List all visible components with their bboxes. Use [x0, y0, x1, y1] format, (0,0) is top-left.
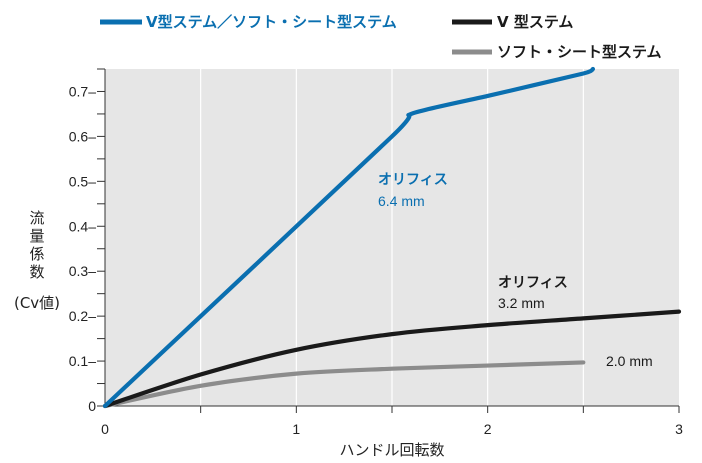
y-axis-title: 流 量 係 数 (Cv値)	[14, 209, 60, 312]
annotation-orifice-64-size: 6.4 mm	[378, 193, 425, 209]
y-tick-label: 0	[88, 398, 96, 414]
annotation-orifice-20-size: 2.0 mm	[606, 353, 653, 369]
x-axis-title: ハンドル回転数	[339, 441, 444, 459]
y-axis-title-char-2: 量	[29, 227, 44, 245]
y-axis-title-char-4: 数	[29, 263, 44, 281]
ticks: 0 0.1– 0.2– 0.3– 0.4– 0.5– 0.6– 0.7– 0 1 2 3	[69, 68, 683, 437]
x-tick-label: 1	[292, 421, 300, 437]
y-tick-label: 0.3–	[69, 263, 96, 279]
series-line-orifice-3-2mm	[102, 309, 682, 409]
legend-label-v-soft: V型ステム／ソフト・シート型ステム	[146, 13, 397, 31]
x-tick-label: 3	[675, 421, 683, 437]
legend-label-soft: ソフト・シート型ステム	[497, 43, 662, 61]
x-tick-label: 2	[484, 421, 492, 437]
series-line-orifice-2-0mm	[102, 360, 586, 409]
series-line-orifice-6-4mm	[102, 66, 595, 409]
y-tick-label: 0.5–	[69, 173, 96, 189]
legend-label-v: V 型ステム	[497, 13, 573, 31]
y-axis-title-char-1: 流	[29, 209, 44, 227]
annotation-orifice-32-title: オリフィス	[498, 275, 568, 291]
y-tick-label: 0.6–	[69, 128, 96, 144]
annotation-orifice-32-size: 3.2 mm	[498, 295, 545, 311]
y-axis-title-unit: (Cv値)	[14, 294, 60, 312]
annotations: オリフィス 6.4 mm オリフィス 3.2 mm 2.0 mm	[378, 172, 653, 369]
x-tick-label: 0	[101, 421, 109, 437]
annotation-orifice-64-title: オリフィス	[378, 172, 448, 188]
y-tick-label: 0.4–	[69, 218, 96, 234]
legend: V型ステム／ソフト・シート型ステム V 型ステム ソフト・シート型ステム	[100, 13, 662, 61]
y-tick-label: 0.7–	[69, 83, 96, 99]
y-axis-title-char-3: 係	[29, 245, 44, 263]
y-tick-label: 0.1–	[69, 353, 96, 369]
y-tick-label: 0.2–	[69, 308, 96, 324]
series-group	[102, 66, 682, 409]
